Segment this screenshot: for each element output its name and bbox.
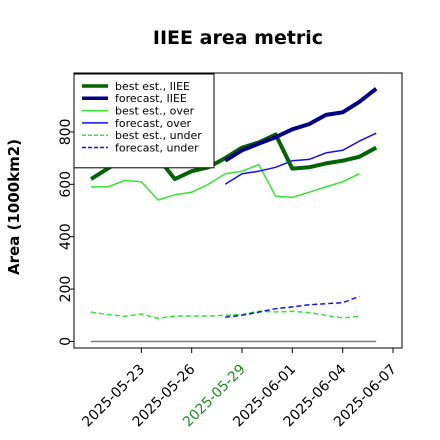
x-axis: 2025-05-232025-05-262025-05-292025-06-01… bbox=[79, 348, 400, 430]
legend-box bbox=[73, 73, 215, 169]
y-tick-label: 600 bbox=[58, 171, 74, 198]
y-tick-label: 0 bbox=[58, 337, 74, 346]
series-line-3 bbox=[224, 132, 377, 185]
y-axis: 0 200 400 600 800 bbox=[58, 119, 74, 346]
legend-label: forecast, IIEE bbox=[115, 92, 187, 105]
series-line-2 bbox=[91, 163, 360, 201]
y-tick-label: 800 bbox=[58, 119, 74, 146]
y-tick-label: 200 bbox=[58, 276, 74, 303]
legend-label: forecast, over bbox=[115, 117, 191, 130]
y-axis-label: Area (1000km2) bbox=[5, 139, 23, 275]
legend-label: best est., IIEE bbox=[115, 80, 190, 93]
y-tick-label: 400 bbox=[58, 223, 74, 250]
legend-label: best est., under bbox=[115, 129, 202, 142]
series-line-5 bbox=[225, 295, 360, 318]
series-line-1 bbox=[224, 87, 378, 163]
legend-label: forecast, under bbox=[115, 141, 199, 154]
series-line-4 bbox=[90, 310, 360, 320]
chart-title: IIEE area metric bbox=[153, 27, 323, 49]
legend-label: best est., over bbox=[115, 104, 195, 117]
